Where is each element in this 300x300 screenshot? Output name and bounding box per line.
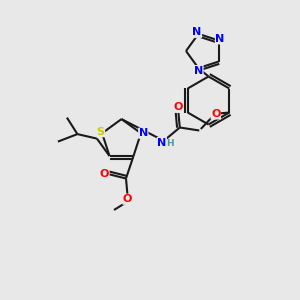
Text: O: O (123, 194, 132, 204)
Text: N: N (194, 65, 203, 76)
Text: O: O (174, 102, 183, 112)
Text: N: N (157, 137, 167, 148)
Text: O: O (100, 169, 109, 179)
Text: O: O (211, 109, 220, 119)
Text: H: H (167, 140, 174, 148)
Text: N: N (215, 34, 225, 44)
Text: S: S (97, 127, 105, 137)
Text: N: N (192, 27, 202, 38)
Text: N: N (139, 128, 148, 138)
